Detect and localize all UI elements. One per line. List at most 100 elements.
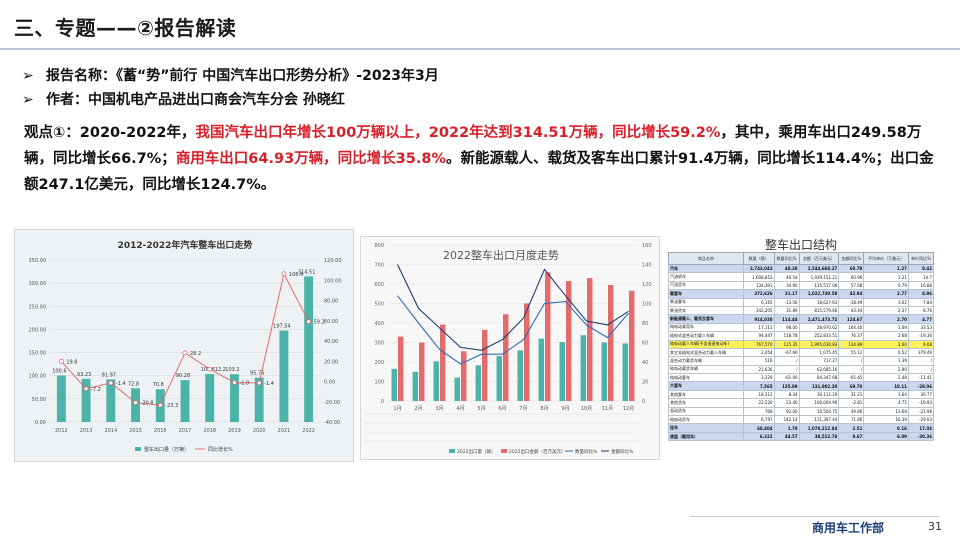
table-row: 纯电动载人车辆(不含低速电动车) 767,570 115.35 1,995,030.8… bbox=[668, 339, 935, 349]
value-cell: 55.12 bbox=[838, 347, 865, 358]
page-number: 31 bbox=[928, 520, 942, 533]
bar bbox=[205, 374, 215, 422]
y-tick-label: 250.00 bbox=[29, 304, 47, 310]
bar-export-value bbox=[419, 342, 425, 401]
footer-brand: 商用车工作部 bbox=[812, 521, 885, 535]
value-cell: -2.81 bbox=[838, 398, 865, 408]
value-cell: 31.17 bbox=[773, 289, 800, 299]
chart-title: 2012-2022年汽车整车出口走势 bbox=[118, 239, 253, 251]
product-name-cell: 挂车 bbox=[668, 423, 744, 433]
table-row: 插电式混合动力载人车辆 94,447 118.78 252,833.51 76.37 2.… bbox=[668, 331, 935, 341]
monthly-export-chart: 0 100 200 300 400 500 600 700 800 0 20 40 60 80 100 120… bbox=[365, 243, 652, 455]
value-cell: 42.94 bbox=[838, 289, 865, 299]
structure-header-cell: 数量同比% bbox=[773, 252, 800, 265]
x-tick-label: 2018 bbox=[203, 428, 216, 434]
value-cell: 28,970.62 bbox=[798, 322, 840, 333]
value-cell: 0.16 bbox=[863, 423, 909, 433]
bar-export-volume bbox=[412, 371, 418, 401]
value-cell: 2,054 bbox=[742, 347, 775, 358]
x-tick-label: 2021 bbox=[278, 428, 291, 434]
legend-label: 2022出口量（辆） bbox=[457, 448, 495, 455]
value-cell: 767,570 bbox=[742, 339, 775, 349]
value-cell: 815,579.66 bbox=[798, 305, 840, 316]
product-name-cell: 混合动力载货车辆 bbox=[668, 356, 744, 366]
value-cell: -30.36 bbox=[907, 431, 935, 442]
bar-export-volume bbox=[580, 335, 586, 401]
bar-value-label: 100.6 bbox=[52, 368, 66, 374]
product-name-cell: 混动货车 bbox=[668, 406, 744, 417]
structure-header-cell: 金额同比% bbox=[838, 252, 865, 265]
structure-table: 商品名称 数量（辆） 数量同比% 金额（百万美元） 金额同比% 平均单价（万美元） 单价同比… bbox=[668, 252, 935, 442]
value-cell: 18,627.63 bbox=[798, 297, 840, 307]
x-tick-label: 2019 bbox=[228, 428, 241, 434]
x-tick-label: 12月 bbox=[623, 406, 634, 412]
product-name-cell: 纯电动客车 bbox=[668, 373, 744, 383]
value-cell: 1.69 bbox=[863, 322, 909, 333]
y-tick-label: 350.00 bbox=[29, 258, 47, 264]
bar-export-volume bbox=[433, 361, 439, 401]
value-cell: 21,636 bbox=[742, 364, 775, 375]
product-name-cell: 纯电动乘用车 bbox=[668, 322, 744, 333]
bar-value-label: 91.97 bbox=[102, 372, 116, 378]
x-tick-label: 7月 bbox=[519, 406, 527, 412]
y2-tick-label: 20 bbox=[642, 380, 648, 386]
growth-point bbox=[232, 380, 237, 385]
value-cell: -18.49 bbox=[838, 297, 865, 307]
bar bbox=[106, 379, 116, 422]
viewpoint-text-3: 。新能源载人、载货及客车出口累计91.4万辆，同比增长114.4%；出口金额24… bbox=[24, 151, 934, 193]
legend-label: 整车出口量（万辆） bbox=[144, 446, 189, 453]
value-cell: 164.40 bbox=[838, 322, 865, 333]
value-cell: -19.93 bbox=[907, 398, 935, 408]
value-cell: 3.02 bbox=[863, 297, 909, 307]
value-cell: 114.44 bbox=[773, 314, 800, 324]
value-cell: 124.67 bbox=[838, 314, 865, 324]
growth-value-label: -1.4 bbox=[116, 381, 126, 387]
x-tick-label: 4月 bbox=[456, 406, 464, 412]
y-tick-label: 300 bbox=[374, 341, 384, 347]
value-cell: 18,312 bbox=[742, 389, 775, 400]
page-title: 三、专题——②报告解读 bbox=[14, 16, 237, 40]
value-cell: -67.66 bbox=[773, 347, 800, 358]
bar bbox=[254, 377, 264, 422]
bar-export-value bbox=[398, 336, 404, 401]
bar-export-volume bbox=[391, 368, 397, 401]
x-tick-label: 2016 bbox=[154, 428, 167, 434]
y2-tick-label: 120 bbox=[642, 282, 652, 288]
y2-tick-label: 40.00 bbox=[324, 339, 338, 345]
y2-tick-label: 20.00 bbox=[324, 359, 338, 365]
value-cell: -61.00 bbox=[773, 373, 800, 383]
value-cell: 1.39 bbox=[863, 356, 909, 366]
growth-value-label: -20.8 bbox=[141, 401, 154, 407]
table-row: 柴油货车 342,205 31.89 815,579.66 43.44 2.37 8.76 bbox=[668, 305, 935, 316]
structure-header-cell: 单价同比% bbox=[907, 252, 935, 265]
product-name-cell: 柴油货车 bbox=[668, 305, 744, 316]
legend-label: 金额同比% bbox=[611, 448, 634, 455]
table-row: 纯电动载货车辆 21,636/62,685.16/2.90/ bbox=[668, 364, 935, 375]
table-row: 纯电动货车 6,797 142.14 111,397.44 71.86 16.39 -29.… bbox=[668, 415, 935, 425]
bar bbox=[81, 378, 91, 422]
product-name-cell: 汽车 bbox=[668, 263, 744, 274]
y2-tick-label: -40.00 bbox=[324, 420, 340, 426]
bar bbox=[304, 276, 314, 422]
value-cell: / bbox=[907, 356, 935, 366]
structure-header-cell: 数量（辆） bbox=[742, 252, 775, 265]
table-row: 汽油货车 134,391 34.90 135,517.06 57.68 0.79 16.88 bbox=[668, 280, 935, 291]
growth-point bbox=[58, 359, 64, 364]
value-cell: 135.89 bbox=[773, 381, 800, 391]
y-tick-label: 600 bbox=[374, 282, 384, 288]
bar bbox=[279, 330, 289, 422]
growth-value-label: 19.8 bbox=[66, 359, 77, 365]
y-tick-label: 700 bbox=[374, 263, 384, 269]
value-cell: -11.41 bbox=[907, 373, 935, 383]
annual-export-chart-panel: 2012-2022年汽车整车出口走势 0.00 50.00 100.00 150.00 2… bbox=[14, 229, 354, 462]
table-row: 汽车 3,743,043 48.38 2,544,668.27 60.79 1.27 8.4… bbox=[668, 263, 935, 274]
structure-header-cell: 商品名称 bbox=[668, 252, 744, 265]
value-cell: 13.68 bbox=[863, 406, 909, 417]
value-cell: 0.52 bbox=[863, 347, 909, 358]
value-cell: 768 bbox=[742, 406, 775, 417]
y-tick-label: 100 bbox=[374, 380, 384, 386]
y-tick-label: 200.00 bbox=[29, 327, 47, 333]
bar-export-value bbox=[482, 329, 488, 401]
value-cell: 6,322 bbox=[742, 431, 775, 442]
structure-header-cell: 平均单价（万美元） bbox=[863, 252, 909, 265]
